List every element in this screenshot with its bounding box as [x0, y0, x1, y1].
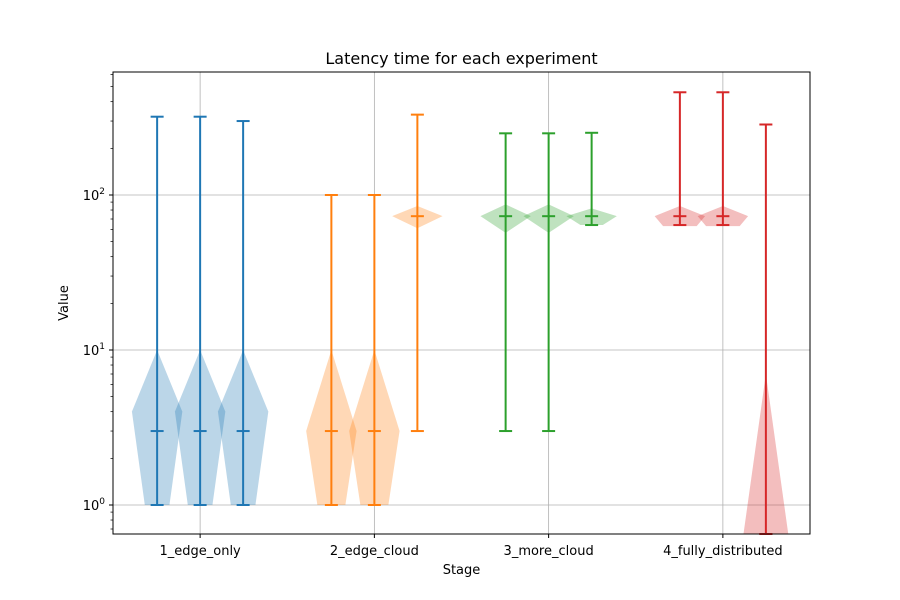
chart-title: Latency time for each experiment — [325, 49, 597, 68]
x-tick-label: 3_more_cloud — [504, 544, 594, 559]
x-tick-label: 2_edge_cloud — [330, 544, 419, 559]
x-tick-label: 4_fully_distributed — [663, 544, 783, 559]
y-axis-label: Value — [57, 285, 72, 321]
y-tick-label: 100 — [83, 497, 106, 514]
violin-layer — [131, 91, 789, 535]
y-tick-label: 102 — [83, 187, 105, 204]
y-tick-label: 101 — [83, 342, 105, 359]
tick-layer: 1_edge_only 2_edge_cloud 3_more_cloud 4_ful… — [83, 74, 783, 559]
x-tick-label: 1_edge_only — [159, 544, 241, 559]
x-axis-label: Stage — [443, 563, 481, 578]
